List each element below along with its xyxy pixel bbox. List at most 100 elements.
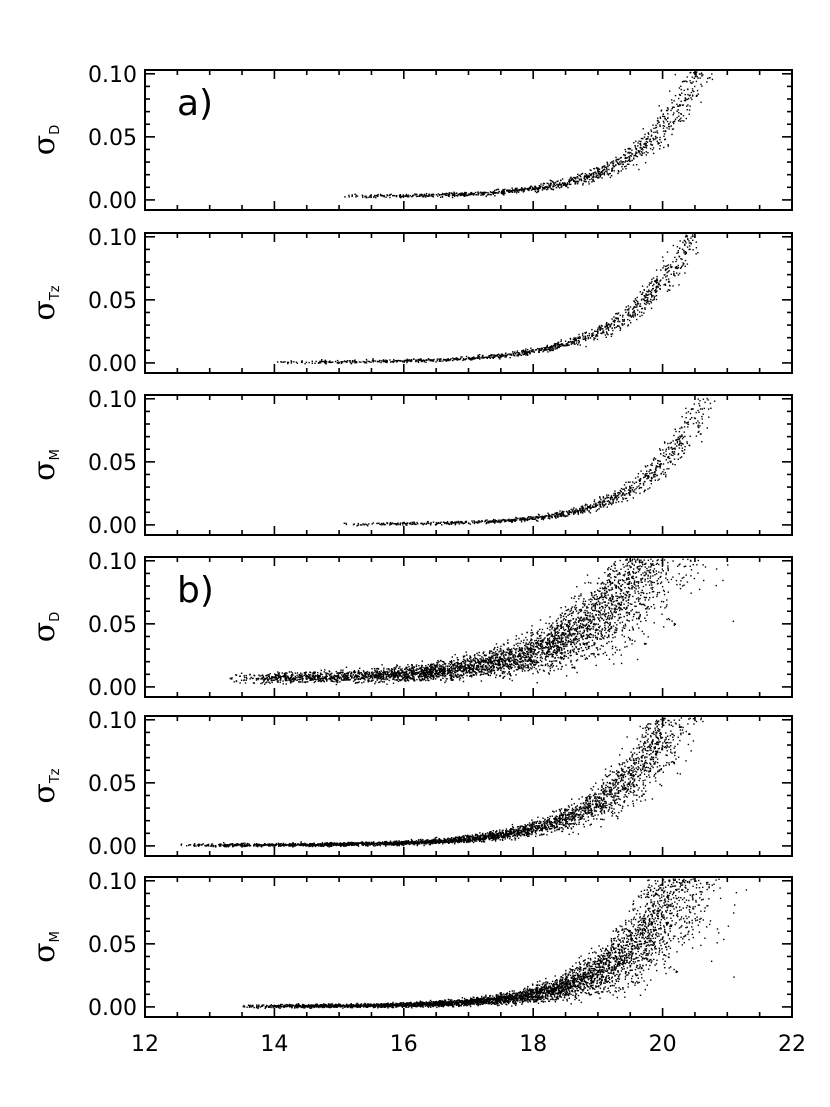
scatter-point [627, 561, 630, 563]
scatter-point [567, 627, 570, 629]
scatter-point [546, 655, 549, 658]
scatter-point [322, 678, 324, 680]
scatter-point [697, 424, 699, 426]
scatter-point [519, 648, 522, 650]
scatter-point [542, 664, 544, 667]
scatter-point [677, 120, 680, 122]
scatter-point [625, 165, 627, 167]
scatter-point [684, 240, 687, 243]
scatter-point [494, 520, 497, 522]
scatter-point [500, 191, 503, 194]
scatter-point [690, 91, 693, 94]
scatter-point [554, 515, 557, 517]
scatter-point [396, 679, 398, 681]
scatter-point [582, 332, 584, 335]
scatter-point [584, 179, 587, 181]
scatter-point [593, 609, 595, 612]
scatter-point [656, 474, 658, 476]
scatter-point [249, 678, 251, 680]
scatter-point [636, 658, 639, 661]
scatter-point [566, 343, 568, 345]
scatter-point [351, 195, 353, 197]
scatter-point [597, 174, 599, 177]
scatter-point [673, 106, 675, 108]
scatter-point [557, 635, 560, 638]
scatter-point [331, 680, 334, 683]
scatter-point [598, 500, 601, 503]
scatter-point [601, 177, 603, 179]
scatter-point [666, 107, 669, 109]
scatter-point [391, 522, 394, 524]
scatter-point [536, 189, 538, 191]
scatter-point [610, 335, 613, 337]
scatter-point [500, 667, 502, 669]
scatter-point [578, 648, 580, 650]
scatter-point [637, 476, 639, 478]
scatter-point [462, 359, 464, 362]
scatter-point [427, 679, 429, 681]
scatter-point [663, 133, 666, 135]
scatter-point [473, 192, 475, 195]
scatter-point [549, 667, 551, 670]
scatter-point [634, 145, 636, 147]
scatter-point [577, 632, 579, 635]
scatter-point [535, 518, 537, 520]
scatter-point [630, 610, 632, 612]
scatter-point [420, 359, 423, 361]
scatter-point [652, 575, 654, 577]
scatter-point [556, 347, 559, 349]
scatter-point [353, 670, 356, 672]
scatter-point [593, 180, 595, 183]
scatter-point [612, 162, 615, 164]
scatter-point [629, 638, 631, 640]
scatter-point [671, 99, 673, 101]
scatter-point [438, 360, 440, 362]
scatter-point [457, 520, 459, 523]
scatter-point [446, 522, 448, 524]
scatter-point [633, 482, 636, 485]
scatter-point [683, 239, 686, 242]
scatter-point [605, 324, 608, 327]
scatter-point [656, 285, 659, 288]
scatter-point [348, 679, 350, 681]
scatter-point [388, 671, 390, 673]
scatter-point [568, 513, 571, 516]
scatter-point [697, 93, 699, 95]
scatter-point [562, 615, 565, 617]
scatter-point [586, 627, 588, 629]
scatter-point [491, 356, 493, 359]
scatter-point [605, 592, 607, 594]
scatter-point [625, 157, 628, 159]
scatter-point [555, 343, 557, 345]
scatter-point [653, 298, 655, 301]
scatter-point [453, 192, 456, 194]
scatter-point [711, 78, 714, 81]
scatter-point [537, 187, 539, 189]
scatter-point [612, 596, 614, 598]
scatter-point [459, 667, 461, 669]
scatter-point [277, 361, 279, 363]
scatter-point [476, 522, 479, 524]
scatter-point [690, 97, 692, 99]
scatter-point [415, 360, 417, 362]
scatter-point [505, 352, 507, 355]
scatter-point [355, 194, 357, 196]
scatter-point [616, 494, 618, 497]
scatter-point [645, 296, 647, 298]
scatter-point [563, 643, 566, 645]
scatter-point [586, 508, 588, 510]
scatter-point [522, 353, 524, 356]
scatter-point [639, 602, 641, 605]
scatter-point [629, 155, 632, 157]
scatter-point [546, 627, 549, 630]
scatter-point [420, 360, 423, 363]
scatter-point [390, 521, 392, 524]
scatter-point [557, 515, 559, 517]
scatter-point [503, 519, 505, 522]
scatter-point [407, 194, 410, 196]
scatter-point [504, 192, 506, 195]
scatter-point [546, 187, 549, 189]
scatter-point [573, 339, 576, 341]
scatter-point [535, 186, 537, 188]
scatter-point [551, 180, 554, 183]
